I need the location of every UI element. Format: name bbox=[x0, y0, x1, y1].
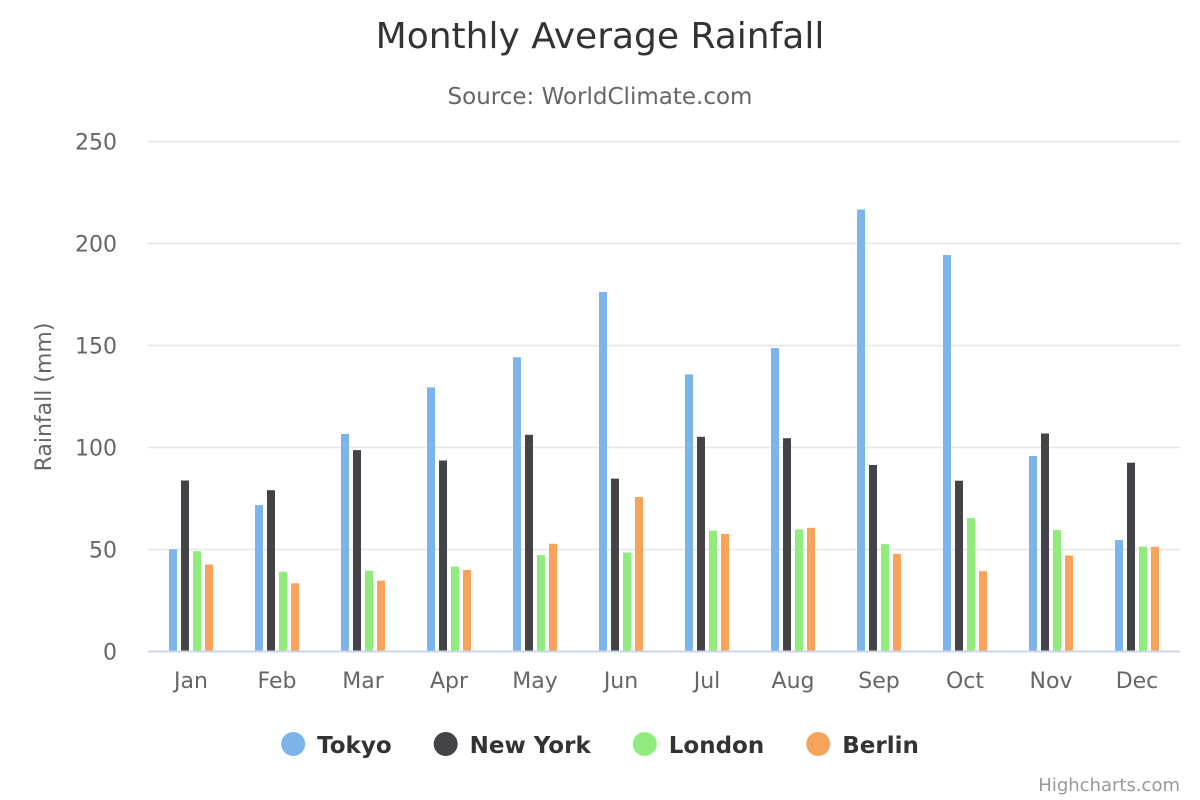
bar-new-york-apr[interactable] bbox=[439, 460, 447, 652]
bar-tokyo-aug[interactable] bbox=[771, 348, 779, 651]
bar-tokyo-may[interactable] bbox=[513, 357, 521, 651]
x-tick-label: Jul bbox=[692, 669, 721, 694]
bar-berlin-apr[interactable] bbox=[463, 570, 471, 651]
x-axis-ticks: Jan Feb Mar Apr May Jun Jul Aug Sep Oct Nov Dec bbox=[172, 669, 1158, 694]
legend-item-new-york[interactable]: New York bbox=[433, 732, 592, 759]
bar-new-york-sep[interactable] bbox=[869, 465, 877, 651]
bar-london-sep[interactable] bbox=[881, 544, 889, 651]
x-tick-label: Oct bbox=[946, 669, 984, 694]
x-tick-label: Apr bbox=[430, 669, 469, 694]
legend-label: Berlin bbox=[842, 733, 919, 759]
bar-new-york-mar[interactable] bbox=[353, 450, 361, 651]
x-tick-label: May bbox=[512, 669, 557, 694]
legend-item-london[interactable]: London bbox=[632, 732, 764, 759]
y-tick-label: 250 bbox=[75, 131, 117, 156]
bar-berlin-aug[interactable] bbox=[807, 527, 815, 651]
legend: Tokyo New York London Berlin bbox=[281, 732, 919, 759]
bar-berlin-mar[interactable] bbox=[377, 580, 385, 651]
x-tick-label: Feb bbox=[258, 669, 297, 694]
bar-london-aug[interactable] bbox=[795, 529, 803, 651]
x-tick-label: Mar bbox=[342, 669, 384, 694]
bar-berlin-dec[interactable] bbox=[1151, 546, 1159, 651]
legend-item-tokyo[interactable]: Tokyo bbox=[281, 732, 392, 759]
legend-symbol bbox=[433, 732, 458, 756]
bar-berlin-may[interactable] bbox=[549, 543, 557, 651]
bar-new-york-jun[interactable] bbox=[611, 478, 619, 651]
x-tick-label: Dec bbox=[1116, 669, 1159, 694]
bar-new-york-jul[interactable] bbox=[697, 436, 705, 651]
bar-tokyo-mar[interactable] bbox=[341, 433, 349, 651]
x-tick-label: Sep bbox=[858, 669, 899, 694]
legend-label: Tokyo bbox=[317, 733, 392, 759]
bar-london-feb[interactable] bbox=[279, 571, 287, 651]
legend-symbol bbox=[806, 732, 831, 756]
x-tick-label: Nov bbox=[1030, 669, 1073, 694]
x-tick-label: Jan bbox=[172, 669, 208, 694]
x-tick-label: Aug bbox=[772, 669, 815, 694]
y-tick-label: 50 bbox=[89, 539, 117, 564]
bar-london-dec[interactable] bbox=[1139, 546, 1147, 651]
y-tick-label: 0 bbox=[103, 641, 117, 666]
y-axis-title: Rainfall (mm) bbox=[32, 323, 57, 472]
bars bbox=[169, 209, 1159, 652]
bar-berlin-sep[interactable] bbox=[893, 553, 901, 651]
chart-title: Monthly Average Rainfall bbox=[376, 16, 825, 57]
bar-new-york-nov[interactable] bbox=[1041, 433, 1049, 652]
bar-london-jun[interactable] bbox=[623, 552, 631, 652]
bar-berlin-jan[interactable] bbox=[205, 564, 213, 652]
bar-tokyo-jul[interactable] bbox=[685, 374, 693, 651]
bar-berlin-jun[interactable] bbox=[635, 497, 643, 651]
y-tick-label: 100 bbox=[75, 437, 117, 462]
y-axis-ticks: 0 50 100 150 200 250 bbox=[75, 131, 117, 666]
bar-new-york-may[interactable] bbox=[525, 434, 533, 651]
bar-london-mar[interactable] bbox=[365, 570, 373, 651]
bar-berlin-oct[interactable] bbox=[979, 571, 987, 651]
bar-new-york-oct[interactable] bbox=[955, 480, 963, 651]
bar-tokyo-dec[interactable] bbox=[1115, 540, 1123, 651]
legend-symbol bbox=[632, 732, 657, 756]
bar-tokyo-sep[interactable] bbox=[857, 209, 865, 652]
bar-new-york-jan[interactable] bbox=[181, 480, 189, 652]
y-tick-label: 200 bbox=[75, 233, 117, 258]
bar-london-jul[interactable] bbox=[709, 530, 717, 651]
bar-tokyo-feb[interactable] bbox=[255, 505, 263, 651]
bar-new-york-dec[interactable] bbox=[1127, 462, 1135, 651]
legend-label: New York bbox=[470, 733, 592, 759]
bar-london-jan[interactable] bbox=[193, 551, 201, 651]
bar-tokyo-jan[interactable] bbox=[169, 549, 177, 651]
bar-new-york-aug[interactable] bbox=[783, 438, 791, 651]
bar-tokyo-oct[interactable] bbox=[943, 255, 951, 651]
bar-berlin-feb[interactable] bbox=[291, 583, 299, 651]
x-tick-label: Jun bbox=[602, 669, 638, 694]
bar-london-oct[interactable] bbox=[967, 518, 975, 651]
bar-new-york-feb[interactable] bbox=[267, 490, 275, 651]
legend-label: London bbox=[669, 733, 764, 759]
y-tick-label: 150 bbox=[75, 335, 117, 360]
bar-london-nov[interactable] bbox=[1053, 530, 1061, 651]
bar-tokyo-apr[interactable] bbox=[427, 387, 435, 651]
credits-link[interactable]: Highcharts.com bbox=[1038, 775, 1180, 796]
bar-berlin-nov[interactable] bbox=[1065, 555, 1073, 652]
legend-symbol bbox=[281, 732, 306, 756]
legend-item-berlin[interactable]: Berlin bbox=[806, 732, 919, 759]
bar-london-apr[interactable] bbox=[451, 566, 459, 652]
bar-berlin-jul[interactable] bbox=[721, 533, 729, 651]
bar-tokyo-jun[interactable] bbox=[599, 292, 607, 651]
bar-tokyo-nov[interactable] bbox=[1029, 456, 1037, 651]
bar-london-may[interactable] bbox=[537, 555, 545, 651]
chart-subtitle: Source: WorldClimate.com bbox=[448, 84, 753, 110]
gridlines bbox=[148, 140, 1180, 551]
